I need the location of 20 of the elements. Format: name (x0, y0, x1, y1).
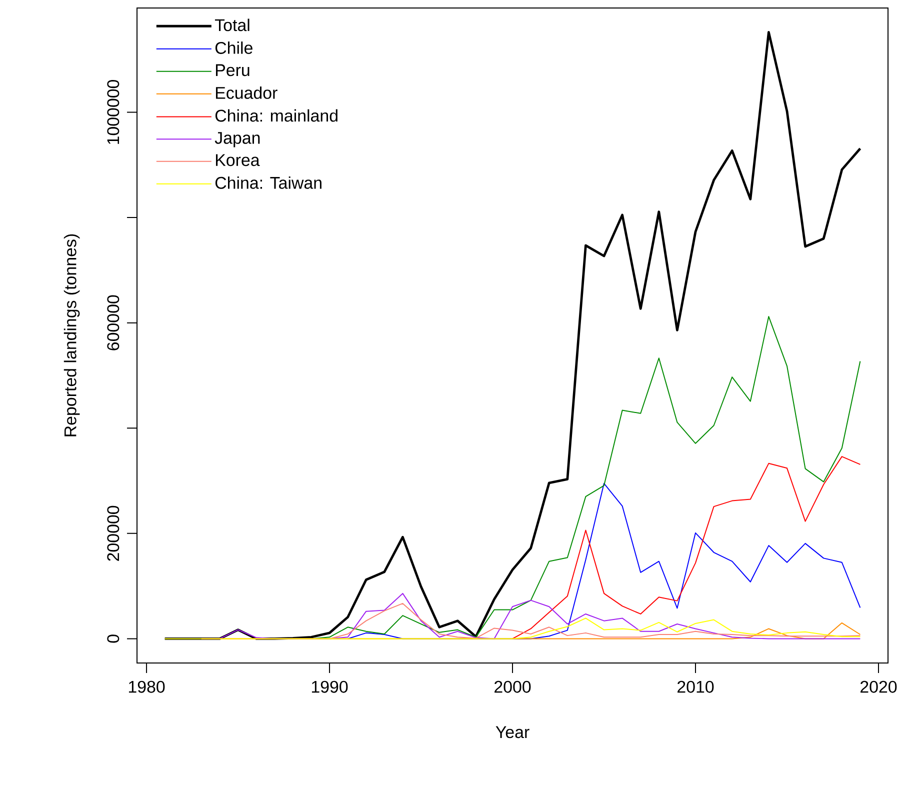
y-axis-title: Reported landings (tonnes) (64, 234, 80, 436)
line-series (512, 456, 861, 640)
legend-label: China: Taiwan (215, 176, 322, 189)
legend-label: Total (214, 18, 250, 32)
y-tick-label: 600000 (107, 295, 120, 350)
x-tick-label: 2010 (678, 680, 714, 693)
x-tick-label: 2000 (494, 680, 531, 693)
legend-label: Ecuador (216, 86, 278, 99)
x-axis-title: Year (496, 726, 530, 738)
y-tick-label: 200000 (107, 506, 120, 561)
legend-label: Chile (215, 42, 252, 54)
legend-label: China: mainland (215, 109, 338, 122)
x-tick-label: 2020 (860, 680, 897, 693)
legend-label: Japan (214, 132, 260, 148)
y-tick-label: 0 (107, 634, 120, 643)
legend-label: Korea (216, 154, 260, 166)
legend-label: Peru (216, 64, 250, 76)
x-tick-label: 1980 (128, 680, 165, 693)
x-tick-label: 1990 (312, 680, 348, 693)
y-tick-label: 1000000 (107, 80, 120, 144)
